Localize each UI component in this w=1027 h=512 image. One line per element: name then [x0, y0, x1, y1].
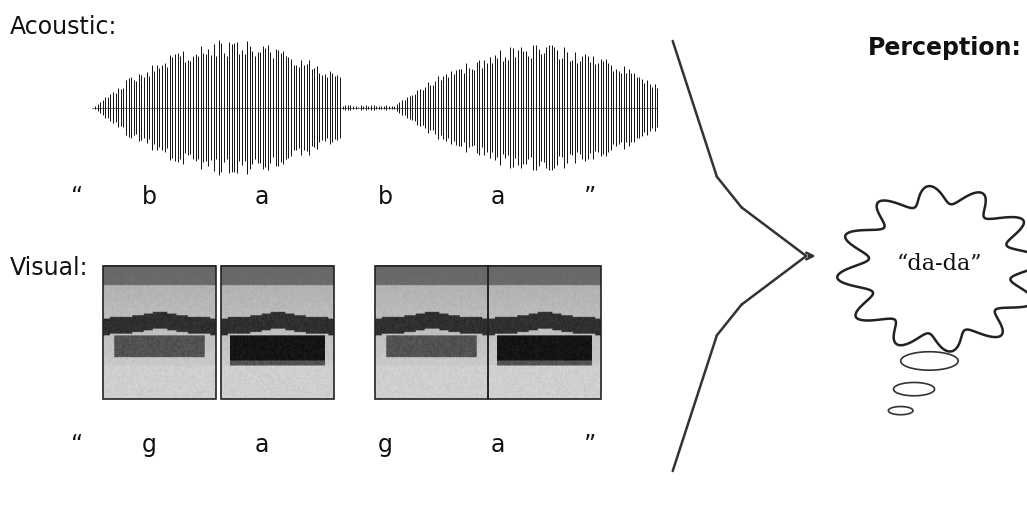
Text: “: “ [71, 434, 83, 457]
Polygon shape [893, 382, 935, 396]
Text: “: “ [71, 185, 83, 209]
Polygon shape [888, 407, 913, 415]
Text: Perception:: Perception: [868, 36, 1022, 60]
Text: “da-da”: “da-da” [897, 253, 983, 274]
Text: g: g [142, 434, 156, 457]
Text: ”: ” [584, 434, 597, 457]
Text: a: a [255, 434, 269, 457]
Text: b: b [142, 185, 156, 209]
Text: a: a [255, 185, 269, 209]
Polygon shape [901, 352, 958, 370]
Text: ”: ” [584, 185, 597, 209]
Text: a: a [491, 434, 505, 457]
Text: a: a [491, 185, 505, 209]
Text: b: b [378, 185, 392, 209]
Polygon shape [837, 186, 1027, 352]
Text: Visual:: Visual: [10, 256, 88, 280]
Text: Acoustic:: Acoustic: [10, 15, 118, 39]
Text: g: g [378, 434, 392, 457]
